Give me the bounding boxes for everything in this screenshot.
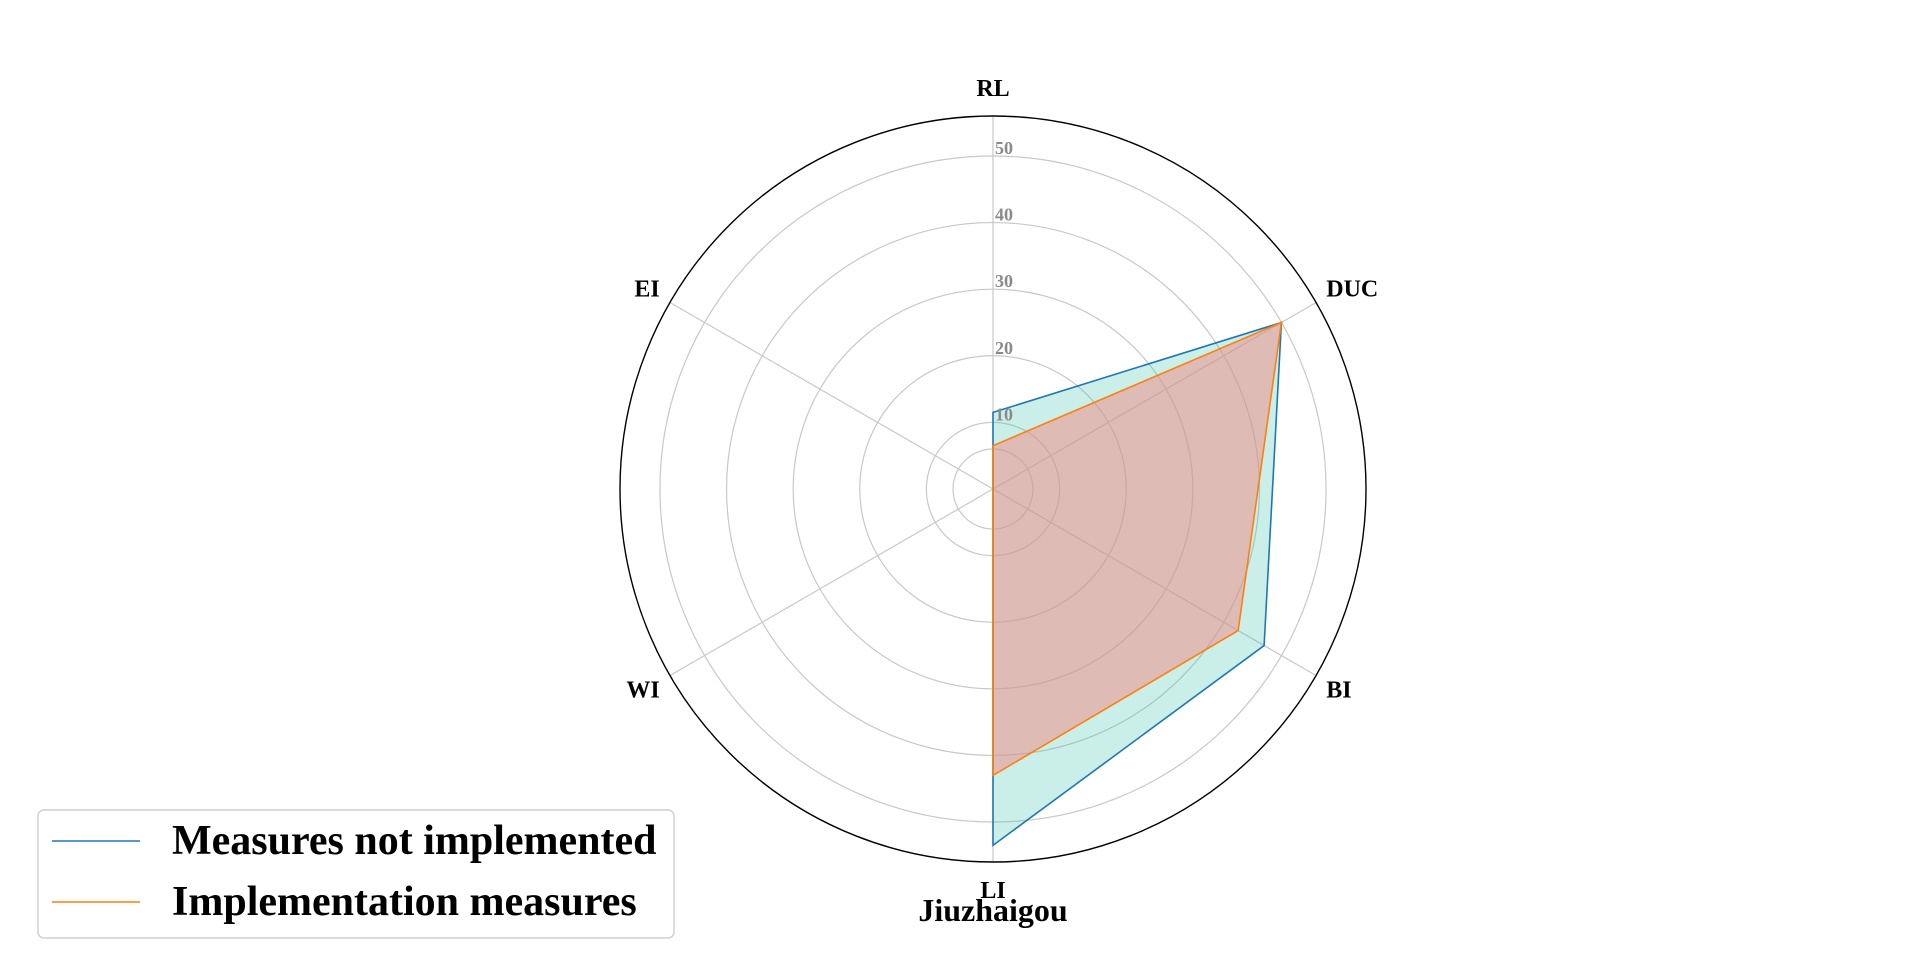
rtick-label: 30	[995, 271, 1013, 291]
axis-label-ei: EI	[634, 277, 659, 303]
axis-label-wi: WI	[626, 678, 659, 704]
legend-label-implementation-measures: Implementation measures	[172, 879, 637, 925]
axis-label-bi: BI	[1326, 678, 1351, 704]
legend-box	[37, 809, 675, 939]
rtick-label: 10	[995, 404, 1013, 424]
radial-tick-labels: 10 20 30 40 50	[995, 138, 1013, 424]
legend: Measures not implemented Implementation …	[37, 809, 675, 939]
legend-label-measures-not-implemented: Measures not implemented	[172, 818, 657, 864]
axis-labels: RL DUC BI LI WI EI	[626, 76, 1378, 904]
spoke-ei	[669, 301, 994, 490]
axis-label-duc: DUC	[1326, 277, 1378, 303]
rtick-label: 40	[995, 205, 1013, 225]
rtick-label: 50	[995, 138, 1013, 158]
rtick-label: 20	[995, 338, 1013, 358]
outer-frame	[619, 115, 1367, 863]
axis-label-li: LI	[980, 878, 1005, 904]
spoke-wi	[669, 488, 994, 677]
axis-label-rl: RL	[976, 76, 1009, 102]
radar-series	[992, 321, 1283, 847]
series-line-1	[992, 321, 1283, 777]
chart-caption: Jiuzhaigou	[918, 892, 1067, 928]
series-fill-1	[993, 322, 1282, 776]
